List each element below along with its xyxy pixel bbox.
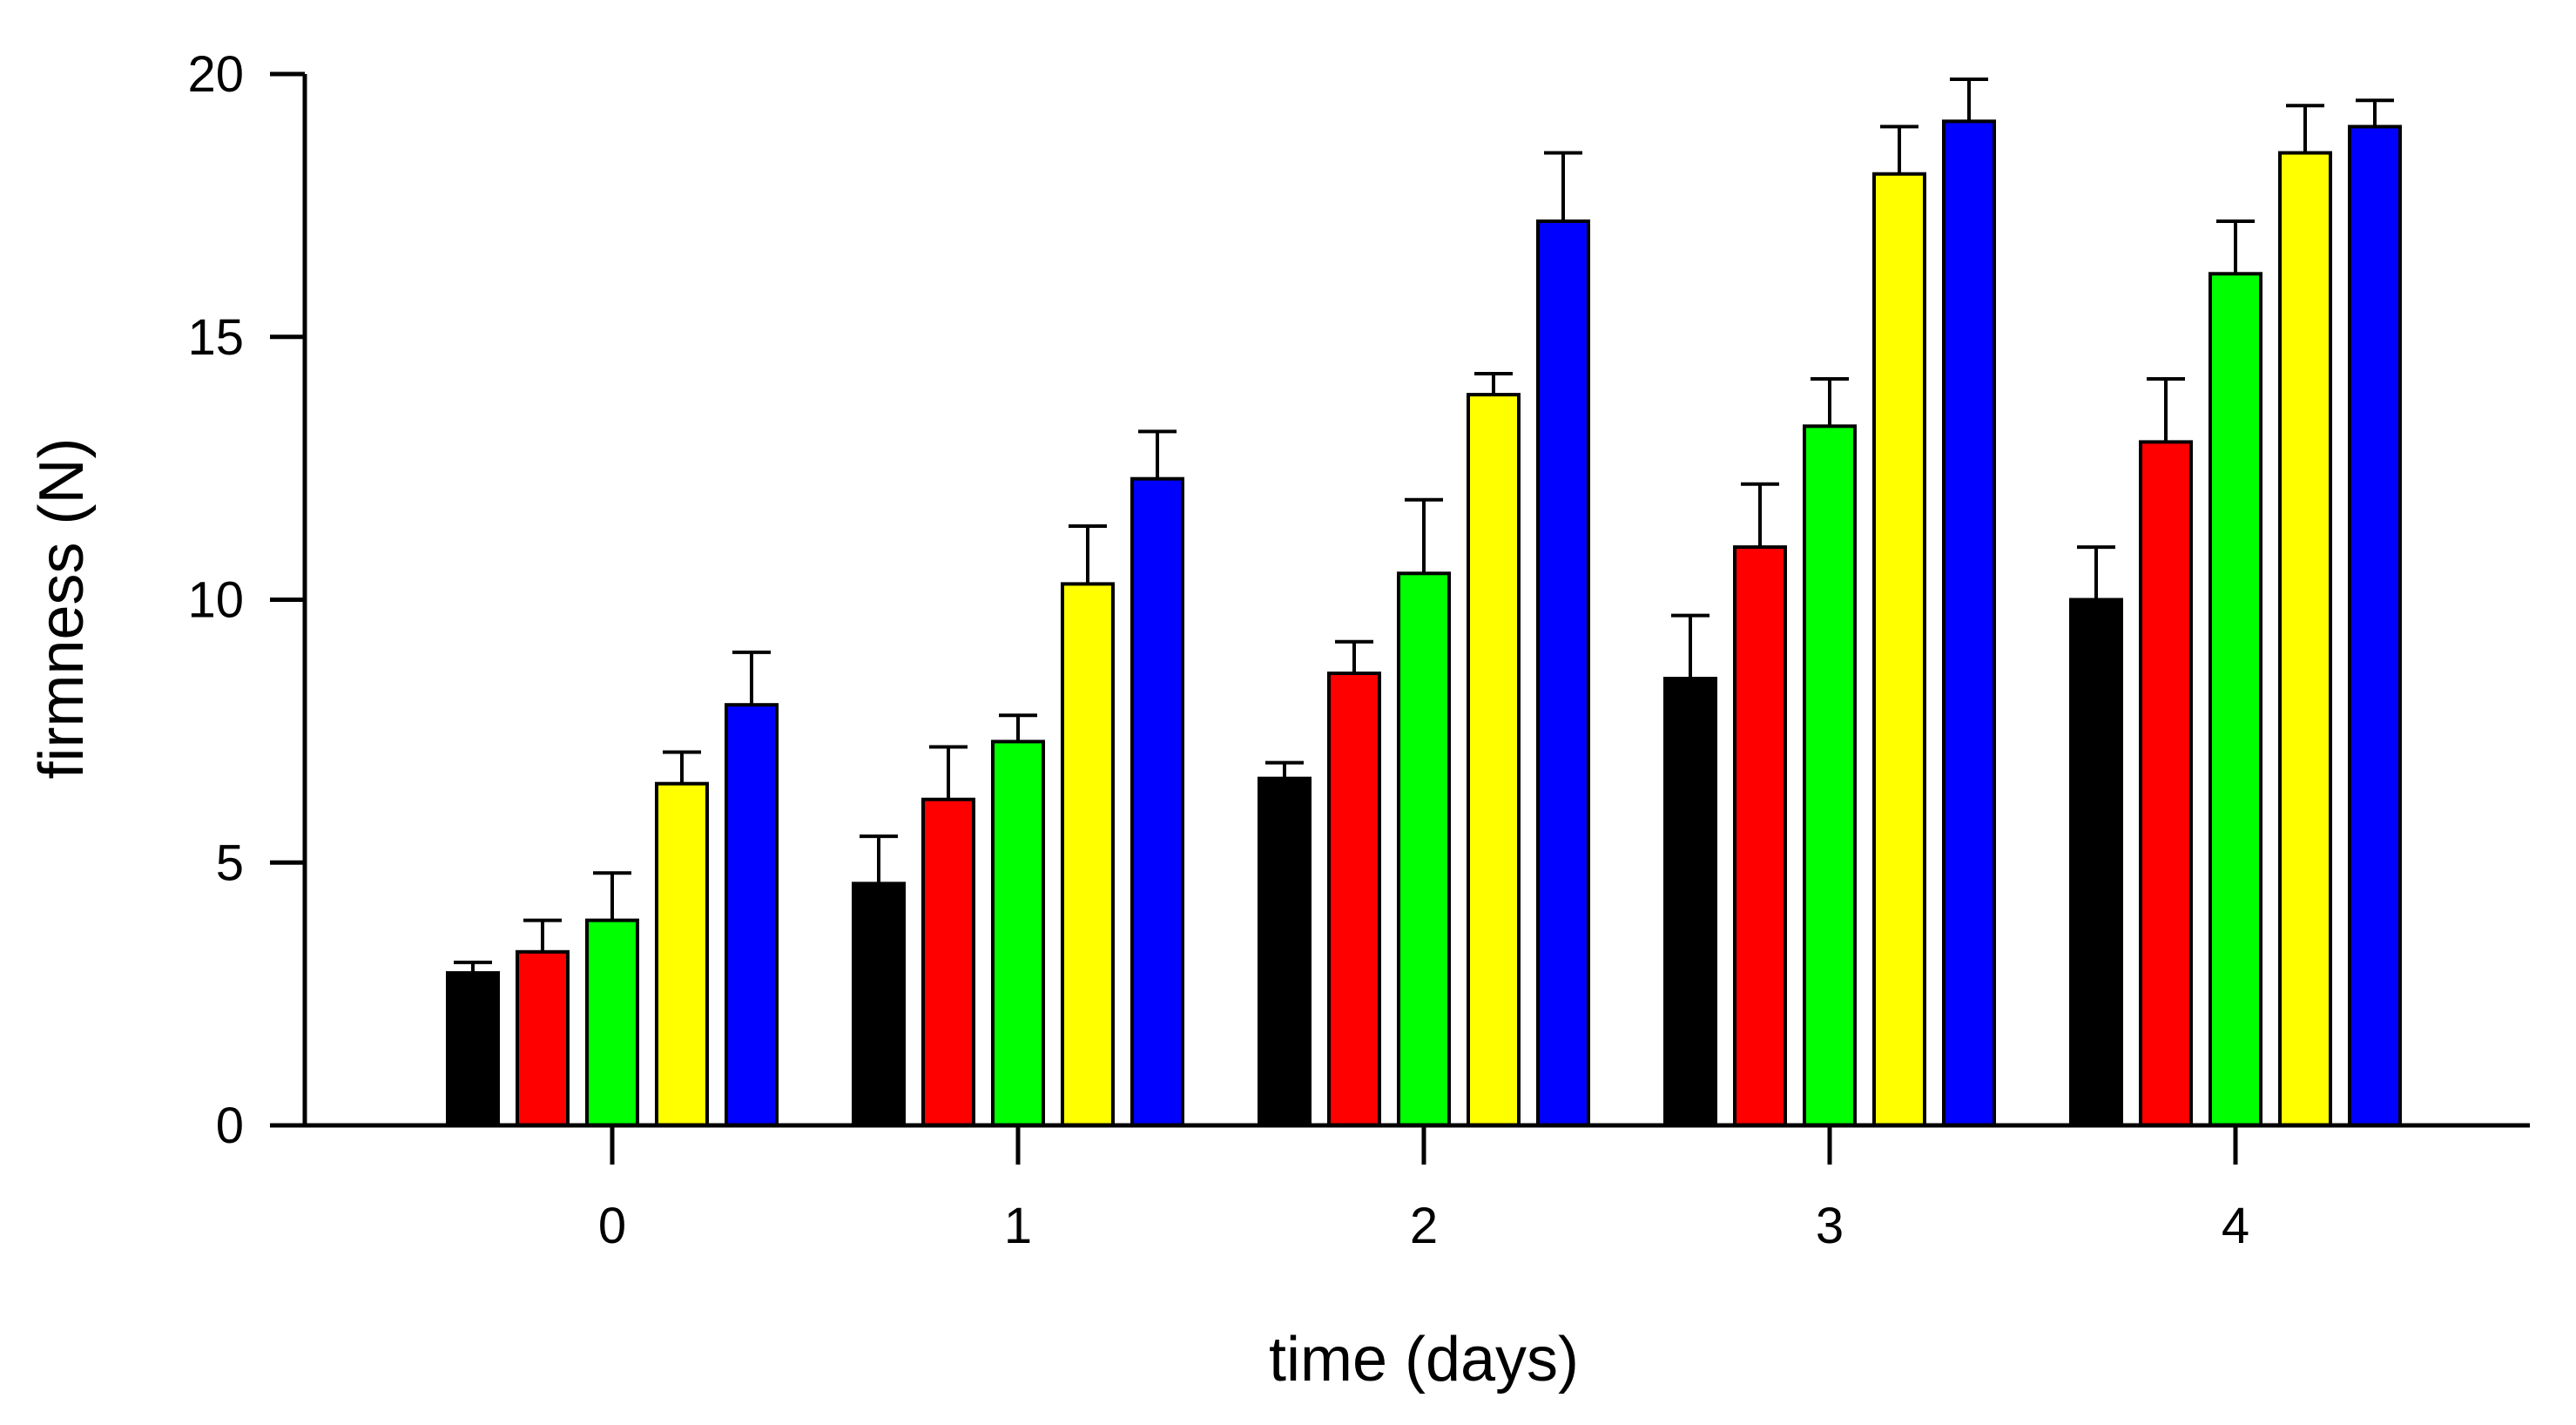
bar-series-1-day-1	[852, 881, 906, 1128]
bar-series-1-day-0	[446, 971, 500, 1127]
bar-series-4-day-2	[1467, 393, 1521, 1128]
bar-series-1-day-2	[1258, 776, 1312, 1127]
x-tick-label-1: 1	[1004, 1198, 1032, 1254]
bar-series-3-day-3	[1803, 424, 1857, 1127]
bar-series-2-day-4	[2139, 440, 2193, 1127]
bar-series-2-day-3	[1733, 545, 1787, 1127]
bar-series-4-day-0	[655, 781, 709, 1127]
x-tick-label-2: 2	[1410, 1198, 1438, 1254]
x-axis-title: time (days)	[1269, 1325, 1579, 1395]
chart-marks	[446, 78, 2402, 1128]
bar-series-5-day-2	[1536, 219, 1590, 1127]
bar-series-2-day-2	[1327, 672, 1381, 1127]
bar-series-5-day-0	[725, 703, 779, 1127]
bar-series-4-day-3	[1872, 172, 1926, 1128]
y-tick-label-10: 10	[187, 572, 244, 629]
bar-series-4-day-4	[2278, 151, 2332, 1127]
bar-series-5-day-4	[2348, 125, 2402, 1127]
bar-series-1-day-3	[1663, 677, 1717, 1127]
y-tick-label-20: 20	[187, 46, 244, 103]
bar-series-1-day-4	[2069, 598, 2123, 1127]
bar-series-2-day-1	[921, 797, 975, 1127]
y-tick-label-0: 0	[216, 1097, 244, 1154]
bar-series-2-day-0	[516, 949, 570, 1128]
x-tick-label-3: 3	[1816, 1198, 1844, 1254]
bar-series-5-day-1	[1130, 476, 1184, 1127]
y-tick-label-5: 5	[216, 834, 244, 891]
y-tick-label-15: 15	[187, 309, 244, 366]
bar-series-3-day-1	[991, 740, 1045, 1128]
y-axis-title: firmness (N)	[27, 438, 97, 780]
chart-axes: 0 5 10 15 20 0 1 2 3 4	[187, 46, 2530, 1254]
bar-series-3-day-4	[2208, 272, 2262, 1127]
bar-series-4-day-1	[1061, 582, 1115, 1127]
bar-series-3-day-0	[585, 918, 639, 1127]
x-tick-label-0: 0	[598, 1198, 626, 1254]
x-tick-label-4: 4	[2222, 1198, 2249, 1254]
bar-series-3-day-2	[1397, 571, 1451, 1127]
bar-series-5-day-3	[1942, 119, 1996, 1127]
